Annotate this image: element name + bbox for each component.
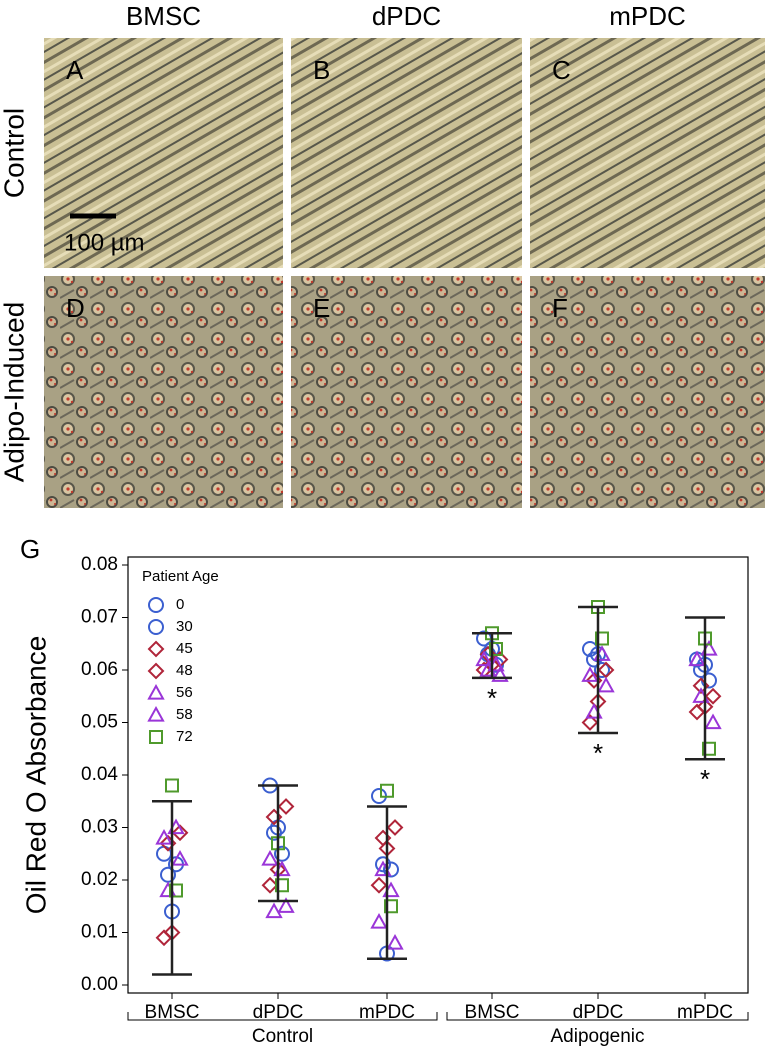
group-label: Adipogenic [550,1026,644,1047]
micrograph [530,38,765,268]
x-tick-label: mPDC [677,1002,733,1023]
legend-marker [147,662,165,680]
legend-label: 56 [176,684,193,701]
x-tick-label: BMSC [145,1002,200,1023]
x-tick-label: dPDC [253,1002,304,1023]
data-point [275,878,289,893]
row-label: Adipo-Induced [0,302,29,483]
data-point [261,876,279,894]
micrograph [44,276,283,508]
significance: * [487,683,497,713]
data-point [581,714,599,731]
data-point [594,662,610,678]
data-point [386,933,404,950]
data-point [380,783,394,798]
group-bracket [446,1012,749,1021]
column-header: BMSC [126,1,201,31]
panel-letter: E [313,293,330,323]
data-point [370,912,388,929]
data-point [169,883,183,898]
y-tick-label: 0.00 [81,974,118,995]
panel-letter: D [66,293,85,323]
micrograph [291,38,522,268]
x-tick-label: BMSC [465,1002,520,1023]
y-tick-label: 0.01 [81,922,118,943]
legend-title: Patient Age [142,568,219,585]
legend-label: 58 [176,706,193,723]
legend-label: 30 [176,618,193,635]
data-point [171,824,189,842]
data-point [265,902,283,919]
data-point [595,631,609,646]
column-header: dPDC [372,1,441,31]
legend-marker [147,640,165,658]
y-tick-label: 0.03 [81,817,118,838]
x-tick-label: dPDC [573,1002,624,1023]
plot-frame [127,556,749,994]
legend-label: 0 [176,596,184,613]
legend-marker [148,597,164,613]
data-point [384,899,398,914]
panel-label: G [20,534,40,564]
data-point [489,642,503,656]
micrograph [291,276,522,508]
y-tick-label: 0.07 [81,607,118,628]
significance: * [700,764,710,794]
data-point [581,666,599,682]
data-point [171,849,189,866]
micrograph [530,276,765,508]
chart: G Oil Red O Absorbance 0.00 0.01 0.02 0.03 0.0… [20,534,749,1047]
legend-label: 72 [176,728,193,745]
legend-marker [147,705,165,722]
column-header: mPDC [609,1,686,31]
data-point [383,861,399,878]
data-point [386,819,404,836]
data-point [704,687,722,705]
group-bracket [127,1012,438,1021]
x-tick-label: mPDC [359,1002,415,1023]
row-label: Control [0,108,29,198]
y-tick-label: 0.06 [81,659,118,680]
data-point [688,650,706,667]
data-point [491,666,509,682]
data-point [277,798,295,815]
data-point [165,778,179,793]
micrographs: BMSC dPDC mPDC Control A B C Adipo-Induced D E F 10… [0,1,765,508]
data-point [702,741,716,756]
y-tick-label: 0.05 [81,712,118,733]
panel-letter: F [552,293,568,323]
data-point [375,856,391,873]
micrograph [44,38,283,268]
data-point [277,897,295,913]
y-tick-label: 0.08 [81,554,118,575]
legend-label: 45 [176,640,193,657]
data-point [475,650,493,667]
data-point [597,676,615,693]
legend-marker [147,683,165,700]
group-label: Control [252,1026,313,1047]
panel-letter: B [313,55,330,85]
legend-marker [149,730,163,744]
data-point [370,876,388,894]
data-point [155,828,173,845]
y-axis-label: Oil Red O Absorbance [20,636,51,915]
panel-letter: C [552,55,571,85]
y-tick-label: 0.04 [81,764,118,785]
legend-marker [148,619,164,635]
significance: * [593,738,603,768]
panel-letter: A [66,55,84,85]
legend-label: 48 [176,662,193,679]
y-tick-label: 0.02 [81,869,118,890]
data-point [261,849,279,866]
data-point [704,713,722,730]
scale-bar-label: 100 µm [64,229,145,256]
